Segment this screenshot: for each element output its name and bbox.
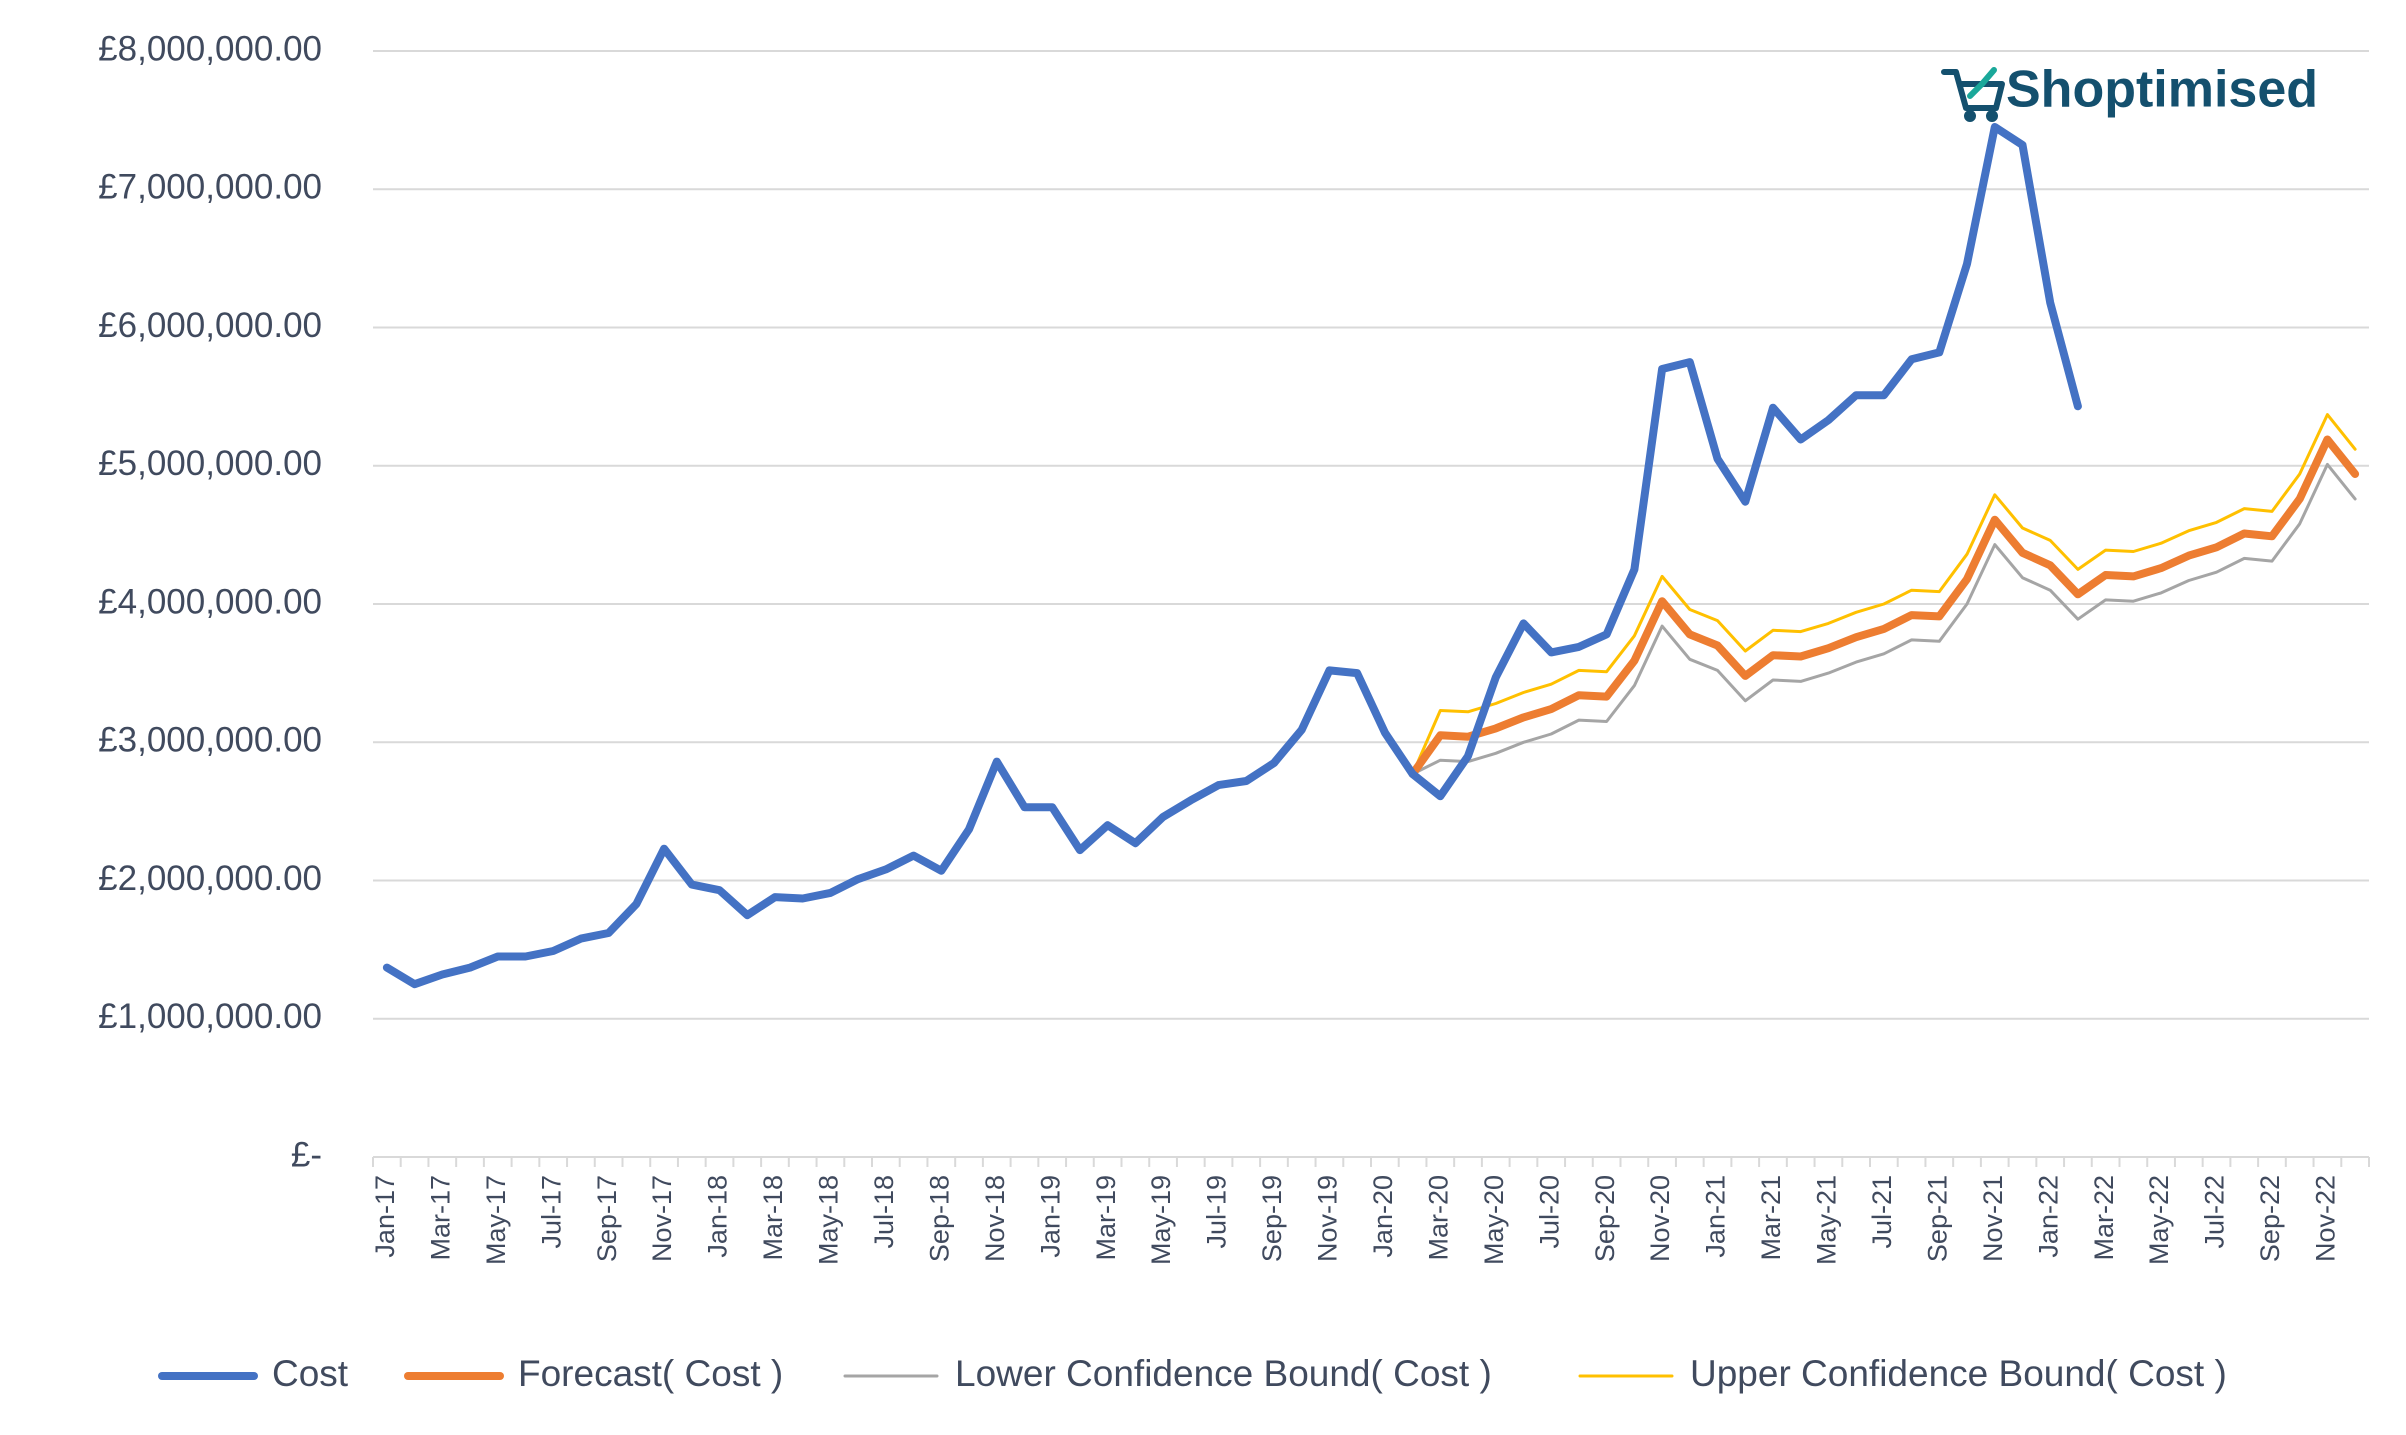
series-line: [382, 123, 2082, 989]
x-tick-label: Mar-19: [1091, 1175, 1121, 1261]
y-tick-label: £6,000,000.00: [98, 306, 322, 345]
series-line: [1408, 435, 2360, 778]
x-tick-label: May-22: [2144, 1175, 2174, 1265]
x-tick-label: Jul-18: [869, 1175, 899, 1249]
x-tick-label: Jan-19: [1035, 1175, 1065, 1258]
legend-label: Lower Confidence Bound( Cost ): [955, 1353, 1492, 1394]
x-tick-label: May-18: [814, 1175, 844, 1265]
x-tick-label: Jan-18: [703, 1175, 733, 1258]
y-tick-label: £1,000,000.00: [98, 997, 322, 1036]
y-tick-label: £2,000,000.00: [98, 859, 322, 898]
x-tick-label: May-21: [1812, 1175, 1842, 1265]
y-tick-label: £4,000,000.00: [98, 582, 322, 621]
wheel: [1986, 110, 1998, 122]
cart: [1941, 69, 2005, 111]
x-tick-label: Jul-22: [2200, 1175, 2230, 1249]
x-tick-label: Sep-19: [1257, 1175, 1287, 1262]
logo-icon: [1941, 67, 2005, 122]
x-tick-label: Sep-17: [592, 1175, 622, 1262]
x-tick-label: Nov-21: [1978, 1175, 2008, 1262]
x-tick-label: Sep-22: [2255, 1175, 2285, 1262]
x-tick-label: Jan-22: [2033, 1175, 2063, 1258]
y-tick-label: £5,000,000.00: [98, 444, 322, 483]
x-tick-label: Jan-17: [370, 1175, 400, 1258]
x-tick-label: Jul-21: [1867, 1175, 1897, 1249]
x-tick-label: Mar-20: [1423, 1175, 1453, 1261]
y-tick-label: £3,000,000.00: [98, 721, 322, 760]
x-tick-label: Nov-18: [980, 1175, 1010, 1262]
x-tick-label: Jul-19: [1202, 1175, 1232, 1249]
wheel: [1964, 110, 1976, 122]
legend-label: Forecast( Cost ): [518, 1353, 783, 1394]
legend-label: Upper Confidence Bound( Cost ): [1690, 1353, 2227, 1394]
x-tick-label: May-19: [1146, 1175, 1176, 1265]
x-tick-label: May-17: [481, 1175, 511, 1265]
x-tick-label: Nov-19: [1313, 1175, 1343, 1262]
x-tick-label: Mar-22: [2089, 1175, 2119, 1261]
y-tick-label: £7,000,000.00: [98, 168, 322, 207]
cart-arrow: [1967, 67, 1997, 99]
y-tick-label: £8,000,000.00: [98, 29, 322, 68]
x-tick-label: Sep-20: [1590, 1175, 1620, 1262]
x-tick-label: Nov-20: [1645, 1175, 1675, 1262]
x-tick-label: May-20: [1479, 1175, 1509, 1265]
x-tick-label: Jul-17: [536, 1175, 566, 1249]
series-line: [1411, 462, 2357, 776]
x-tick-label: Nov-22: [2311, 1175, 2341, 1262]
x-tick-label: Mar-21: [1756, 1175, 1786, 1261]
y-tick-label: £-: [291, 1135, 322, 1174]
x-tick-label: Jan-20: [1368, 1175, 1398, 1258]
x-tick-label: Jan-21: [1701, 1175, 1731, 1258]
x-tick-label: Jul-20: [1534, 1175, 1564, 1249]
legend-label: Cost: [272, 1353, 349, 1394]
x-tick-label: Mar-18: [758, 1175, 788, 1261]
x-tick-label: Mar-17: [425, 1175, 455, 1261]
series-line: [1411, 413, 2357, 776]
x-tick-label: Sep-21: [1922, 1175, 1952, 1262]
logo: Shoptimised: [2006, 61, 2318, 119]
x-tick-label: Sep-18: [924, 1175, 954, 1262]
x-tick-label: Nov-17: [647, 1175, 677, 1262]
